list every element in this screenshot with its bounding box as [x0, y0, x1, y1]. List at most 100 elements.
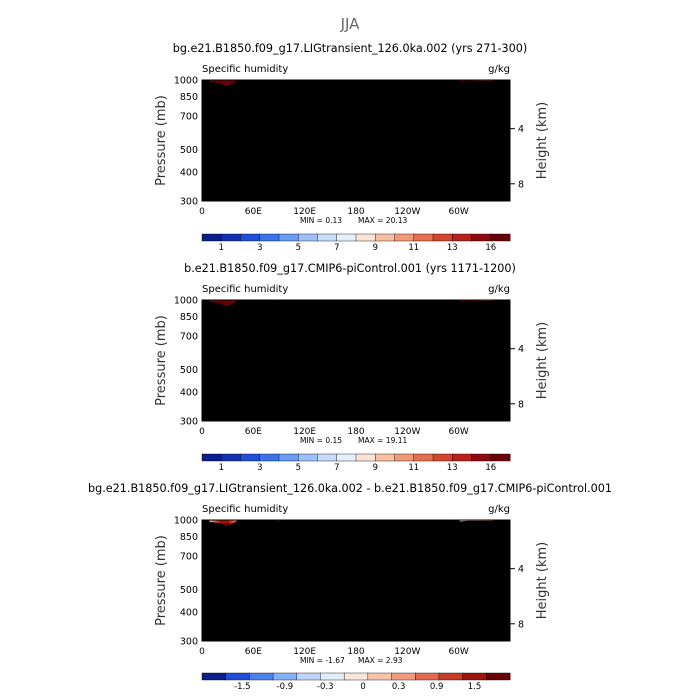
- colorbar-swatch: [317, 233, 338, 242]
- lon-tick-label: 60W: [448, 427, 468, 437]
- y2-axis-label: Height (km): [535, 542, 550, 619]
- colorbar-swatch: [413, 453, 434, 462]
- colorbar-swatch: [240, 453, 261, 462]
- lon-tick-label: 120E: [293, 647, 316, 657]
- colorbar-label: 7: [334, 463, 339, 473]
- colorbar-swatch: [221, 233, 241, 242]
- height-tick-label: 8: [518, 179, 524, 190]
- lon-tick-label: 60W: [448, 207, 468, 217]
- colorbar-swatch: [367, 672, 393, 681]
- colorbar: -1.5 -0.9 -0.3 0 0.3 0.9 1.5: [201, 672, 511, 692]
- pressure-tick-label: 500: [180, 585, 198, 596]
- y-axis-label: Pressure (mb): [154, 535, 169, 626]
- colorbar-swatch: [452, 233, 472, 242]
- colorbar-swatch: [201, 672, 227, 681]
- lon-tick-label: 120E: [293, 207, 316, 217]
- lon-tick-label: 180: [347, 207, 364, 217]
- pressure-tick-label: 700: [180, 111, 198, 122]
- colorbar-swatch: [298, 233, 318, 242]
- colorbar-label: 1: [219, 243, 224, 253]
- lon-tick-label: 180: [347, 427, 364, 437]
- min-label: MIN = 0.13: [300, 216, 342, 225]
- pressure-tick-label: 400: [180, 168, 198, 179]
- colorbar-label: 1.5: [468, 682, 482, 692]
- season-title: JJA: [340, 15, 361, 33]
- colorbar-swatch: [336, 453, 357, 462]
- panel-title: b.e21.B1850.f09_g17.CMIP6-piControl.001 …: [184, 262, 516, 275]
- colorbar-label: 0.9: [430, 682, 444, 692]
- max-label: MAX = 20.13: [358, 216, 407, 225]
- colorbar-swatch: [375, 453, 395, 462]
- pressure-tick-label: 850: [180, 92, 198, 103]
- pressure-tick-label: 500: [180, 145, 198, 156]
- units-label: g/kg: [488, 284, 510, 295]
- colorbar-swatch: [320, 672, 345, 681]
- colorbar-swatch: [221, 453, 241, 462]
- colorbar-label: -0.3: [317, 682, 334, 692]
- units-label: g/kg: [488, 64, 510, 75]
- pressure-tick-label: 850: [180, 532, 198, 543]
- contour-field: [202, 520, 510, 641]
- colorbar-swatch: [298, 453, 318, 462]
- colorbar-swatch: [201, 453, 222, 462]
- colorbar-label: 5: [296, 243, 301, 253]
- colorbar-swatch: [249, 672, 274, 681]
- colorbar-label: -1.5: [234, 682, 251, 692]
- lon-tick-label: 120W: [394, 207, 420, 217]
- height-tick-label: 4: [518, 564, 524, 575]
- colorbar-label: 16: [485, 243, 496, 253]
- lon-tick-label: 0: [199, 207, 205, 217]
- y2-axis-label: Height (km): [535, 102, 550, 179]
- colorbar-label: 0: [360, 682, 365, 692]
- pressure-tick-label: 500: [180, 365, 198, 376]
- panel-1: bg.e21.B1850.f09_g17.LIGtransient_126.0k…: [154, 42, 550, 253]
- contour-field: [202, 80, 510, 201]
- colorbar-swatch: [278, 233, 299, 242]
- panel-title: bg.e21.B1850.f09_g17.LIGtransient_126.0k…: [173, 42, 528, 55]
- colorbar-swatch: [413, 233, 434, 242]
- colorbar-label: -0.9: [277, 682, 294, 692]
- colorbar-swatch: [490, 453, 511, 462]
- colorbar-swatch: [259, 453, 280, 462]
- panel-2: b.e21.B1850.f09_g17.CMIP6-piControl.001 …: [154, 262, 550, 473]
- y2-axis-label: Height (km): [535, 322, 550, 399]
- pressure-tick-label: 700: [180, 331, 198, 342]
- y-axis-label: Pressure (mb): [154, 315, 169, 406]
- contour-field: [202, 300, 510, 421]
- height-tick-label: 4: [518, 344, 524, 355]
- colorbar-swatch: [471, 453, 492, 462]
- colorbar-swatch: [343, 672, 369, 681]
- max-label: MAX = 19.11: [358, 436, 407, 445]
- variable-label: Specific humidity: [202, 284, 288, 295]
- colorbar-swatch: [355, 233, 376, 242]
- pressure-tick-label: 1000: [174, 296, 198, 307]
- topography: [202, 300, 510, 421]
- max-label: MAX = 2.93: [358, 656, 403, 665]
- lon-tick-label: 180: [347, 647, 364, 657]
- units-label: g/kg: [488, 504, 510, 515]
- colorbar-swatch: [278, 453, 299, 462]
- colorbar-swatch: [471, 233, 492, 242]
- height-tick-label: 8: [518, 399, 524, 410]
- variable-label: Specific humidity: [202, 64, 288, 75]
- colorbar-swatch: [317, 453, 338, 462]
- colorbar-swatch: [394, 233, 415, 242]
- pressure-tick-label: 1000: [174, 76, 198, 87]
- variable-label: Specific humidity: [202, 504, 288, 515]
- min-label: MIN = 0.15: [300, 436, 342, 445]
- colorbar-swatch: [201, 233, 222, 242]
- colorbar-label: 3: [257, 463, 262, 473]
- colorbar-swatch: [452, 453, 472, 462]
- colorbar-swatch: [336, 233, 357, 242]
- colorbar-label: 5: [296, 463, 301, 473]
- pressure-tick-label: 400: [180, 388, 198, 399]
- y-axis-label: Pressure (mb): [154, 95, 169, 186]
- height-tick-label: 8: [518, 619, 524, 630]
- colorbar-swatch: [391, 672, 416, 681]
- colorbar-swatch: [438, 672, 464, 681]
- lon-tick-label: 0: [199, 427, 205, 437]
- colorbar-swatch: [240, 233, 261, 242]
- colorbar-label: 3: [257, 243, 262, 253]
- pressure-tick-label: 700: [180, 551, 198, 562]
